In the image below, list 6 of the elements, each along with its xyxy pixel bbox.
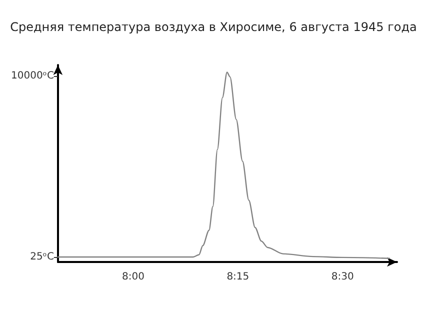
y-tick-label: 25ᵒC xyxy=(30,252,54,263)
y-tick-label: 10000ᵒC xyxy=(10,70,54,82)
chart-title: Средняя температура воздуха в Хиросиме, 6 августа 1945 года xyxy=(10,20,417,34)
x-tick-label: 8:00 xyxy=(122,272,145,282)
x-tick-label: 8:30 xyxy=(331,272,354,282)
x-tick-label: 8:15 xyxy=(226,272,250,282)
